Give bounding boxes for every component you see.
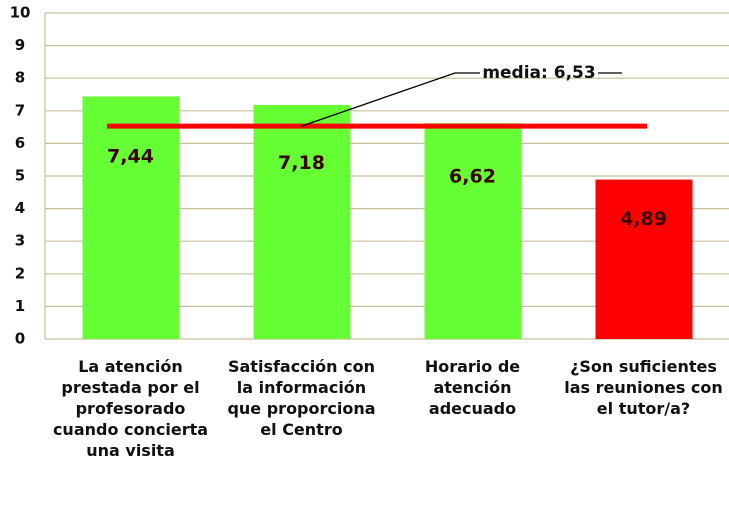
y-tick-label: 6 bbox=[15, 134, 25, 152]
x-tick-label: La atención prestada por el profesorado … bbox=[52, 357, 209, 460]
y-tick-label: 1 bbox=[15, 297, 25, 315]
value-label: 7,18 bbox=[278, 152, 325, 174]
y-tick-label: 3 bbox=[15, 232, 25, 250]
y-tick-label: 4 bbox=[15, 199, 25, 217]
x-tick-label: ¿Son suficientes las reuniones con el tu… bbox=[564, 357, 723, 418]
value-label: 6,62 bbox=[449, 166, 496, 188]
y-tick-label: 8 bbox=[15, 69, 25, 87]
value-label: 7,44 bbox=[107, 146, 154, 168]
y-tick-label: 5 bbox=[15, 167, 25, 185]
bar bbox=[82, 96, 180, 340]
x-tick-label: Horario de atención adecuado bbox=[424, 357, 521, 418]
y-tick-label: 10 bbox=[10, 4, 31, 22]
y-tick-label: 9 bbox=[15, 36, 25, 54]
mean-label: media: 6,53 bbox=[482, 63, 595, 83]
bar bbox=[424, 123, 522, 339]
y-tick-label: 0 bbox=[15, 330, 25, 348]
annotation-leader bbox=[301, 72, 480, 127]
value-label: 4,89 bbox=[620, 208, 667, 230]
y-tick-label: 2 bbox=[15, 264, 25, 282]
bar bbox=[595, 179, 693, 339]
x-tick-label: Satisfacción con la información que prop… bbox=[227, 357, 376, 439]
y-tick-label: 7 bbox=[15, 101, 25, 119]
bar bbox=[253, 104, 351, 339]
